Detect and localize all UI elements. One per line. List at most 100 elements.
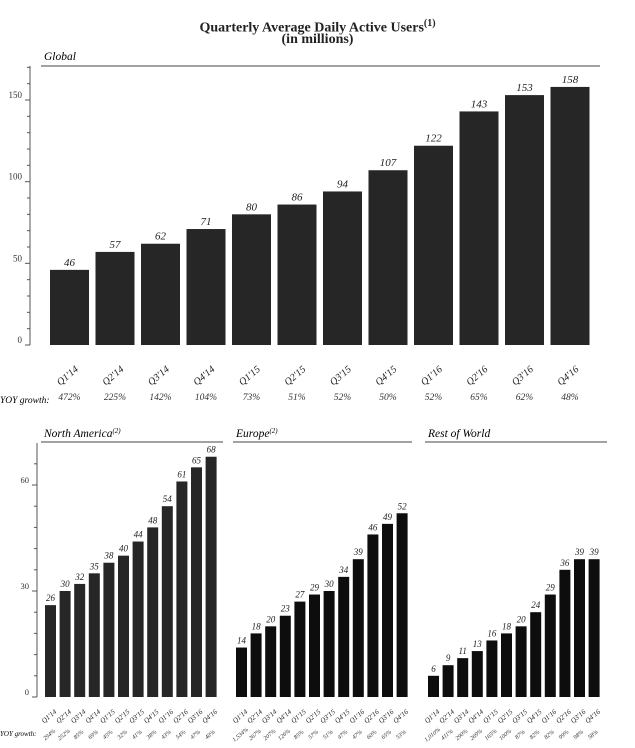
europe-category-label: Q3'16	[377, 708, 396, 725]
europe-bar	[309, 594, 320, 697]
rest-of-world-bar-value-label: 9	[446, 653, 451, 663]
global-bar	[505, 95, 544, 345]
rest-of-world-bar	[544, 594, 556, 697]
north-america-bar	[147, 527, 159, 697]
global-category-label: Q2'15	[283, 364, 309, 388]
rest-of-world-category-label: Q3'16	[569, 708, 588, 725]
global-bar-value-label: 143	[471, 98, 488, 110]
north-america-category-label: Q4'15	[142, 708, 161, 725]
north-america-yoy-label: 85%	[73, 729, 85, 741]
europe-bar-value-label: 46	[368, 522, 378, 532]
rest-of-world-bar-value-label: 11	[459, 646, 467, 656]
global-bar-value-label: 71	[201, 216, 212, 228]
global-yoy-label: YOY growth:	[0, 396, 50, 406]
rest-of-world-yoy-label: 100%	[499, 728, 514, 742]
europe-bar-value-label: 52	[398, 501, 408, 511]
europe-yoy-label: 47%	[351, 729, 364, 741]
global-bar	[232, 214, 271, 345]
north-america-yoy-label: 43%	[160, 729, 173, 741]
north-america-category-label: Q3'14	[69, 708, 88, 725]
europe-yoy-label: 53%	[395, 729, 407, 741]
global-yoy-label: 52%	[425, 393, 443, 403]
chart-title-text: Quarterly Average Daily Active Users	[199, 20, 424, 36]
europe-bar-value-label: 29	[310, 583, 320, 593]
europe-bar	[279, 615, 291, 697]
global-bar	[414, 145, 453, 345]
north-america-bar	[59, 591, 71, 697]
global-category-label: Q3'16	[510, 364, 536, 388]
europe-bar-value-label: 34	[338, 565, 349, 575]
north-america-yoy-label: 45%	[101, 729, 114, 741]
north-america-bar-value-label: 38	[103, 551, 114, 561]
rest-of-world-category-label: Q3'15	[511, 708, 530, 725]
rest-of-world-bar-value-label: 20	[517, 614, 527, 624]
small-yoy-label: YOY growth:	[0, 730, 37, 738]
europe-bar	[323, 591, 335, 697]
rest-of-world-category-label: Q4'16	[584, 708, 603, 725]
global-yoy-label: 472%	[58, 393, 80, 403]
rest-of-world-category-label: Q2'14	[438, 708, 457, 725]
north-america-category-label: Q1'15	[99, 708, 118, 725]
europe-category-label: Q4'14	[275, 708, 294, 725]
rest-of-world-yoy-label: 82%	[529, 729, 541, 741]
north-america-bar-value-label: 30	[60, 579, 71, 589]
europe-category-label: Q1'14	[231, 708, 250, 725]
rest-of-world-bar-value-label: 13	[473, 639, 483, 649]
global-yoy-label: 225%	[104, 393, 126, 403]
global-bar-value-label: 158	[562, 74, 579, 86]
europe-bar-value-label: 39	[353, 547, 364, 557]
north-america-category-label: Q3'15	[128, 708, 147, 725]
rest-of-world-bar-value-label: 36	[559, 558, 570, 568]
global-y-tick-label: 50	[13, 253, 23, 263]
rest-of-world-bar-value-label: 18	[502, 621, 512, 631]
europe-category-label: Q1'16	[348, 708, 367, 725]
rest-of-world-yoy-label: 99%	[558, 729, 570, 741]
europe-bar	[338, 576, 350, 697]
north-america-bar	[88, 573, 100, 697]
north-america-bar-value-label: 65	[192, 455, 202, 465]
global-bar	[277, 204, 317, 345]
north-america-category-label: Q2'15	[113, 708, 132, 725]
north-america-yoy-label: 38%	[145, 729, 158, 741]
north-america-yoy-label: 294%	[42, 728, 57, 742]
global-bar	[141, 243, 180, 345]
rest-of-world-category-label: Q2'16	[555, 708, 574, 725]
rest-of-world-yoy-label: 290%	[455, 728, 470, 742]
global-bar-value-label: 107	[380, 157, 397, 169]
global-bar-value-label: 62	[155, 231, 167, 243]
rest-of-world-category-label: Q1'14	[423, 708, 442, 725]
rest-of-world-yoy-label: 98%	[573, 729, 585, 741]
global-bar	[550, 86, 590, 345]
global-yoy-label: 142%	[149, 393, 171, 403]
europe-bar	[382, 523, 393, 697]
rest-of-world-category-label: Q4'14	[467, 708, 486, 725]
europe-bar-value-label: 30	[324, 579, 335, 589]
rest-of-world-category-label: Q4'15	[525, 708, 544, 725]
north-america-bar-value-label: 61	[177, 469, 186, 479]
rest-of-world-bar-value-label: 24	[531, 600, 541, 610]
europe-category-label: Q4'16	[392, 708, 411, 725]
global-bar-value-label: 94	[337, 178, 349, 190]
north-america-bar-value-label: 35	[89, 561, 100, 571]
rest-of-world-yoy-label: 411%	[440, 728, 455, 742]
north-america-y-tick-label: 60	[21, 475, 30, 485]
global-bar	[50, 269, 89, 345]
north-america-yoy-label: 41%	[131, 729, 144, 741]
global-bar	[459, 111, 499, 345]
europe-bar-value-label: 14	[237, 636, 247, 646]
global-category-label: Q1'14	[55, 364, 81, 388]
europe-bar-value-label: 20	[266, 614, 276, 624]
north-america-bar-value-label: 68	[207, 445, 217, 455]
north-america-bar	[176, 481, 188, 697]
europe-bar-value-label: 18	[252, 621, 262, 631]
global-category-label: Q4'14	[192, 364, 218, 388]
global-yoy-label: 62%	[516, 393, 534, 403]
europe-category-label: Q3'14	[260, 708, 279, 725]
rest-of-world-bar	[501, 633, 512, 697]
rest-of-world-bar	[530, 612, 542, 697]
north-america-y-tick-label: 0	[25, 687, 29, 697]
rest-of-world-bar	[457, 658, 469, 697]
north-america-yoy-label: 252%	[57, 728, 72, 742]
europe-bar	[265, 626, 277, 697]
north-america-panel-title: North America(2)	[43, 427, 121, 440]
